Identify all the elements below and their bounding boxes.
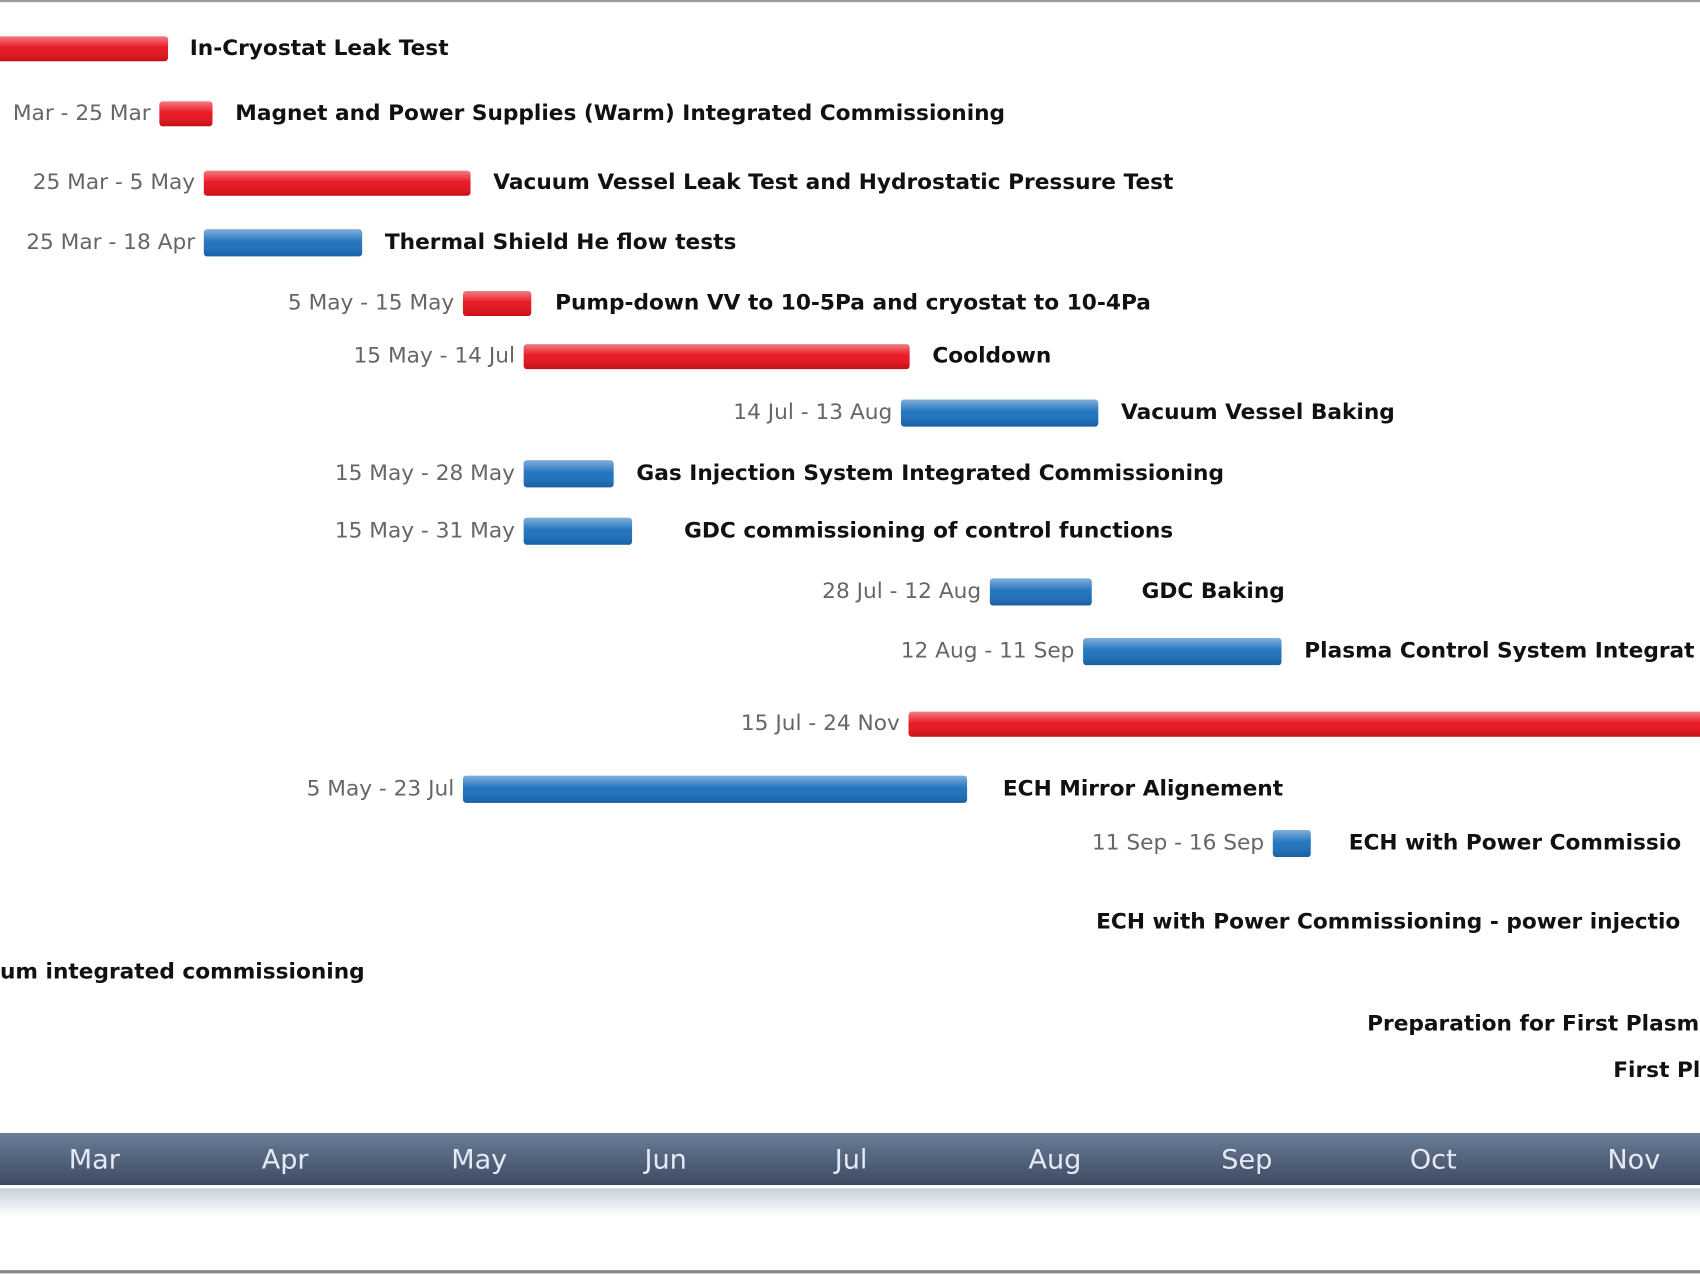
task-bar-gloss	[989, 578, 1092, 606]
month-label: Jul	[833, 1145, 868, 1176]
task-bar-gloss	[462, 775, 968, 803]
task-dates: 15 May - 14 Jul	[354, 344, 515, 369]
task-label: Pump-down VV to 10-5Pa and cryostat to 1…	[555, 291, 1151, 316]
month-label: Nov	[1607, 1145, 1660, 1176]
month-label: Sep	[1221, 1145, 1272, 1176]
task-dates: 15 May - 28 May	[335, 461, 515, 486]
month-label: May	[451, 1145, 507, 1176]
task-label: ECH Mirror Alignement	[1003, 776, 1283, 801]
timeline-shadow	[0, 1188, 1700, 1217]
task-bar-gloss	[523, 344, 910, 370]
task-label: um integrated commissioning	[0, 960, 365, 985]
task-label: Thermal Shield He flow tests	[385, 230, 737, 255]
task-bar-gloss	[523, 517, 633, 545]
task-dates: 14 Jul - 13 Aug	[733, 400, 892, 425]
task-label: GDC Baking	[1142, 579, 1285, 604]
month-labels: Mar Apr May Jun Jul Aug Sep Oct Nov	[69, 1145, 1661, 1176]
task-label: First Pl	[1613, 1058, 1700, 1083]
month-label: Jun	[643, 1145, 687, 1176]
task-dates: 15 May - 31 May	[335, 518, 515, 543]
task-dates: 5 May - 15 May	[288, 291, 455, 316]
task-bar-gloss	[462, 291, 532, 317]
task-dates: Mar - 25 Mar	[13, 101, 151, 126]
task-dates: 12 Aug - 11 Sep	[901, 639, 1075, 664]
task-bar-gloss	[900, 399, 1099, 427]
task-rows: In-Cryostat Leak Test Mar - 25 Mar Magnet …	[0, 36, 1700, 1083]
task-label: ECH with Power Commissioning - power inj…	[1096, 910, 1680, 935]
task-bar-gloss	[1083, 638, 1282, 666]
month-label: Mar	[69, 1145, 121, 1176]
task-bar-gloss	[159, 101, 213, 127]
month-label: Oct	[1410, 1145, 1457, 1176]
task-bar-gloss	[0, 36, 169, 62]
task-bar-gloss	[523, 460, 614, 488]
task-dates: 25 Mar - 18 Apr	[26, 230, 195, 255]
task-label: Vacuum Vessel Baking	[1121, 400, 1395, 425]
task-label: Magnet and Power Supplies (Warm) Integra…	[235, 101, 1005, 126]
task-bar-gloss	[908, 711, 1700, 737]
task-label: ECH with Power Commissio	[1349, 830, 1681, 855]
task-bar-gloss	[1272, 829, 1311, 858]
task-dates: 25 Mar - 5 May	[33, 170, 196, 195]
timeline-band	[0, 1132, 1700, 1186]
month-label: Aug	[1028, 1145, 1081, 1176]
task-dates: 28 Jul - 12 Aug	[822, 579, 981, 604]
task-dates: 11 Sep - 16 Sep	[1092, 830, 1264, 855]
task-label: Gas Injection System Integrated Commissi…	[636, 461, 1224, 486]
task-dates: 15 Jul - 24 Nov	[741, 711, 900, 736]
task-label: GDC commissioning of control functions	[684, 518, 1173, 543]
month-label: Apr	[262, 1145, 310, 1176]
task-bar-gloss	[203, 170, 471, 196]
task-bar-gloss	[203, 229, 363, 257]
task-label: In-Cryostat Leak Test	[190, 36, 449, 61]
task-label: Plasma Control System Integrat	[1304, 639, 1694, 664]
task-dates: 5 May - 23 Jul	[307, 776, 455, 801]
task-label: Preparation for First Plasm	[1367, 1012, 1699, 1037]
task-label: Vacuum Vessel Leak Test and Hydrostatic …	[493, 170, 1173, 195]
task-label: Cooldown	[932, 344, 1051, 369]
